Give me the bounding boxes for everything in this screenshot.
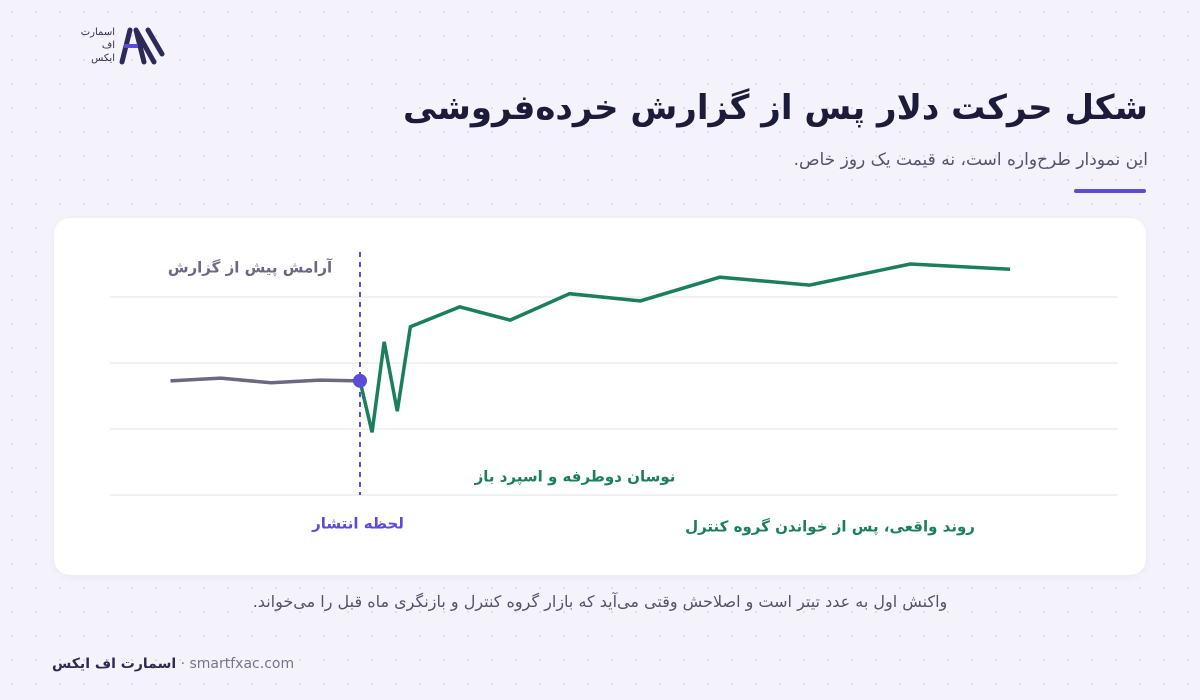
annotation: نوسان دوطرفه و اسپرد باز bbox=[474, 468, 676, 487]
logo-text: اسمارت اف ایکس bbox=[81, 26, 115, 65]
annotation: روند واقعی، پس از خواندن گروه کنترل bbox=[685, 518, 975, 537]
title: شکل حرکت دلار پس از گزارش خرده‌فروشی bbox=[402, 88, 1148, 128]
footer-site: smartfxac.com bbox=[189, 656, 295, 672]
logo-line: اف bbox=[101, 40, 115, 51]
subtitle: این نمودار طرح‌واره است، نه قیمت یک روز … bbox=[793, 150, 1148, 170]
accent-bar bbox=[1074, 189, 1146, 193]
caption: واکنش اول به عدد تیتر است و اصلاحش وقتی … bbox=[252, 592, 948, 611]
logo-line: ایکس bbox=[91, 53, 115, 64]
logo-mark bbox=[119, 27, 165, 65]
annotation: آرامش پیش از گزارش bbox=[168, 259, 333, 278]
footer-brand: اسمارت اف ایکس bbox=[52, 656, 177, 672]
event-dot bbox=[352, 373, 367, 388]
annotation: لحظه انتشار bbox=[311, 515, 404, 533]
chart-card bbox=[54, 218, 1146, 575]
line-series bbox=[170, 376, 361, 385]
logo: اسمارت اف ایکس bbox=[78, 24, 173, 68]
footer: اسمارت اف ایکس · smartfxac.com bbox=[52, 656, 295, 672]
line-series bbox=[358, 262, 1011, 433]
logo-line: اسمارت bbox=[80, 27, 115, 38]
